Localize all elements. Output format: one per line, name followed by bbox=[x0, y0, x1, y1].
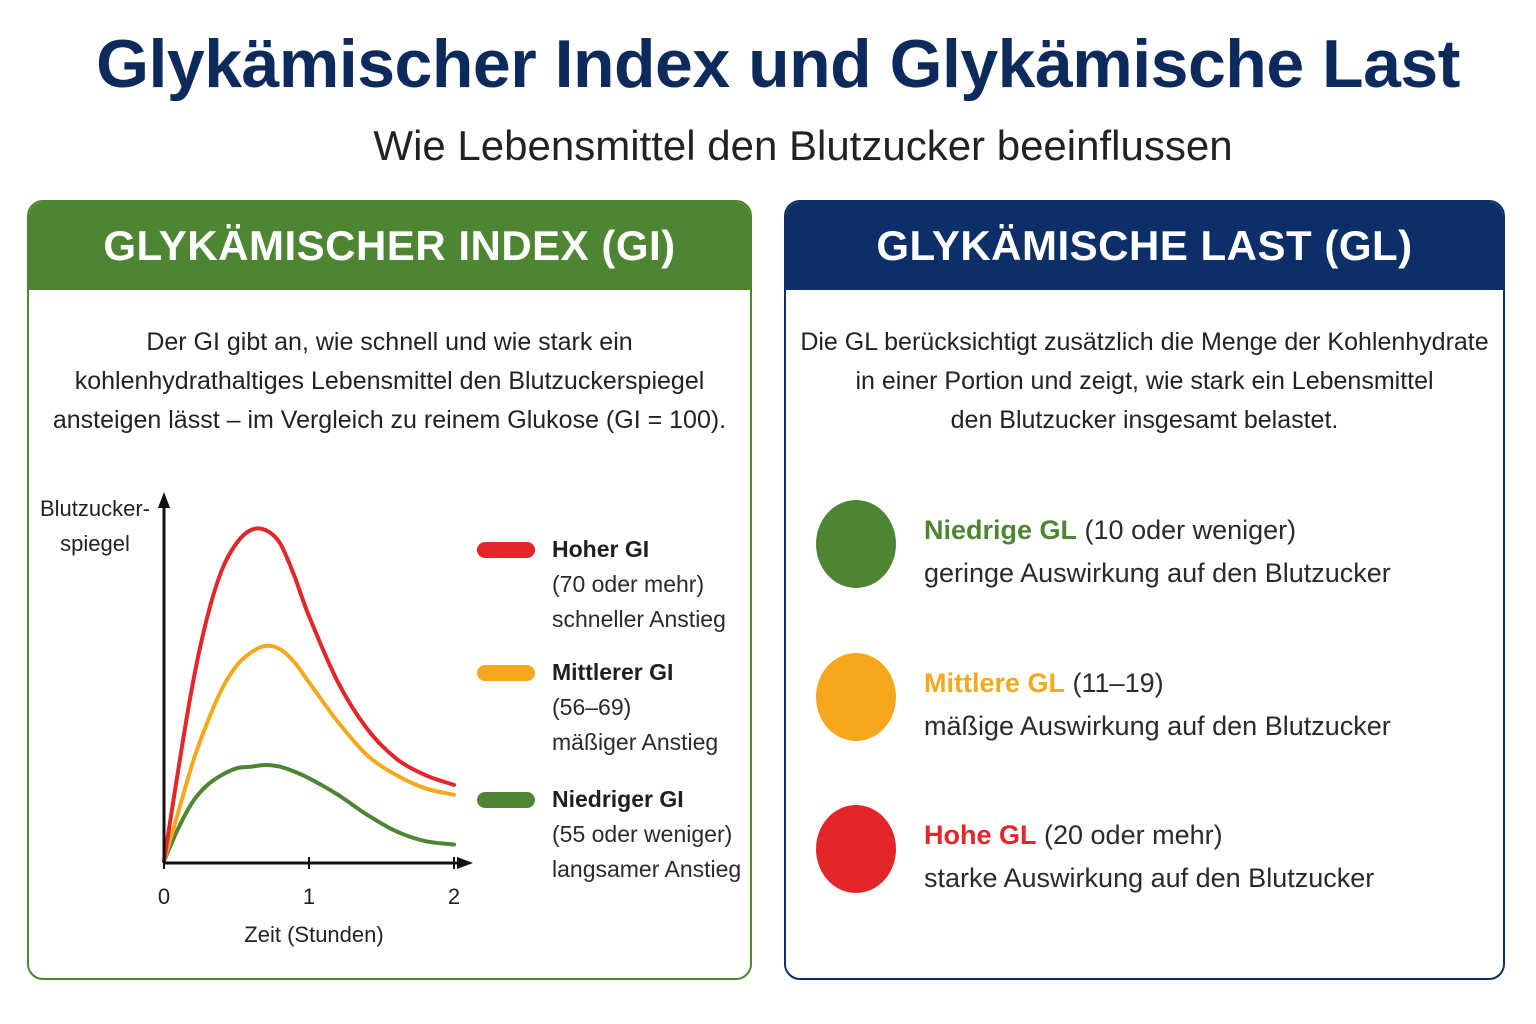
gi-intro-line: kohlenhydrathaltiges Lebensmittel den Bl… bbox=[74, 367, 705, 395]
legend-desc: schneller Anstieg bbox=[552, 606, 726, 632]
legend-range: (55 oder weniger) bbox=[552, 821, 733, 847]
y-axis-label-line: Blutzucker- bbox=[40, 496, 150, 521]
gl-range: (10 oder weniger) bbox=[1084, 515, 1297, 545]
page-title: Glykämischer Index und Glykämische Last bbox=[96, 26, 1460, 102]
legend-swatch bbox=[477, 665, 535, 681]
legend-text: Mittlerer GI (56–69) mäßiger Anstieg bbox=[552, 655, 718, 760]
gl-label: Mittlere GL bbox=[924, 668, 1066, 698]
legend-swatch bbox=[477, 792, 535, 808]
x-axis-label: Zeit (Stunden) bbox=[244, 922, 383, 947]
legend-text: Niedriger GI (55 oder weniger) langsamer… bbox=[552, 782, 741, 887]
high-gl-circle-icon bbox=[816, 805, 896, 893]
gi-panel-header: GLYKÄMISCHER INDEX (GI) bbox=[29, 202, 750, 290]
gl-label: Niedrige GL bbox=[924, 515, 1078, 545]
x-axis-arrowhead bbox=[457, 857, 473, 869]
gl-desc: geringe Auswirkung auf den Blutzucker bbox=[924, 558, 1391, 588]
legend-range: (56–69) bbox=[552, 694, 632, 720]
gi-panel: GLYKÄMISCHER INDEX (GI) Der GI gibt an, … bbox=[27, 200, 752, 980]
gl-range: (20 oder mehr) bbox=[1044, 820, 1223, 850]
gl-panel-header: GLYKÄMISCHE LAST (GL) bbox=[786, 202, 1503, 290]
gl-text: Hohe GL (20 oder mehr) starke Auswirkung… bbox=[924, 814, 1374, 900]
legend-text: Hoher GI (70 oder mehr) schneller Anstie… bbox=[552, 532, 726, 637]
gi-intro-line: ansteigen lässt – im Vergleich zu reinem… bbox=[52, 406, 727, 434]
legend-label: Hoher GI bbox=[552, 536, 650, 562]
low-gl-circle-icon bbox=[816, 500, 896, 588]
y-axis-arrowhead bbox=[158, 492, 170, 508]
gl-intro-line: den Blutzucker insgesamt belastet. bbox=[950, 406, 1339, 434]
gl-text: Mittlere GL (11–19) mäßige Auswirkung au… bbox=[924, 662, 1391, 748]
legend-swatch bbox=[477, 542, 535, 558]
legend-label: Niedriger GI bbox=[552, 786, 684, 812]
series-line-hoher-gi bbox=[162, 526, 456, 863]
y-axis-label-line: spiegel bbox=[60, 531, 130, 556]
gi-response-chart: Blutzucker- spiegel 0 1 2 Zeit (Stunden) bbox=[40, 492, 473, 947]
x-tick-layer: 0 1 2 bbox=[158, 857, 460, 909]
series-line-niedriger-gi bbox=[162, 763, 456, 863]
gl-desc: starke Auswirkung auf den Blutzucker bbox=[924, 863, 1375, 893]
gl-text: Niedrige GL (10 oder weniger) geringe Au… bbox=[924, 509, 1391, 595]
legend-desc: langsamer Anstieg bbox=[552, 856, 742, 882]
legend-desc: mäßiger Anstieg bbox=[552, 729, 719, 755]
gl-intro-line: in einer Portion und zeigt, wie stark ei… bbox=[855, 367, 1434, 395]
x-tick-label: 1 bbox=[303, 884, 315, 909]
gl-range: (11–19) bbox=[1072, 668, 1164, 698]
gi-intro: Der GI gibt an, wie schnell und wie star… bbox=[29, 323, 750, 440]
x-tick-label: 0 bbox=[158, 884, 170, 909]
gl-intro: Die GL berücksichtigt zusätzlich die Men… bbox=[786, 323, 1503, 440]
medium-gl-circle-icon bbox=[816, 653, 896, 741]
legend-label: Mittlerer GI bbox=[552, 659, 674, 685]
legend-range: (70 oder mehr) bbox=[552, 571, 705, 597]
gl-desc: mäßige Auswirkung auf den Blutzucker bbox=[924, 711, 1391, 741]
gl-label: Hohe GL bbox=[924, 820, 1037, 850]
x-tick-label: 2 bbox=[448, 884, 460, 909]
gi-intro-line: Der GI gibt an, wie schnell und wie star… bbox=[146, 328, 633, 356]
gl-intro-line: Die GL berücksichtigt zusätzlich die Men… bbox=[800, 328, 1489, 356]
series-layer bbox=[162, 526, 456, 863]
series-line-mittlerer-gi bbox=[162, 643, 456, 863]
page-subtitle: Wie Lebensmittel den Blutzucker beeinflu… bbox=[373, 122, 1233, 169]
gl-panel: GLYKÄMISCHE LAST (GL) Die GL berücksicht… bbox=[784, 200, 1505, 980]
